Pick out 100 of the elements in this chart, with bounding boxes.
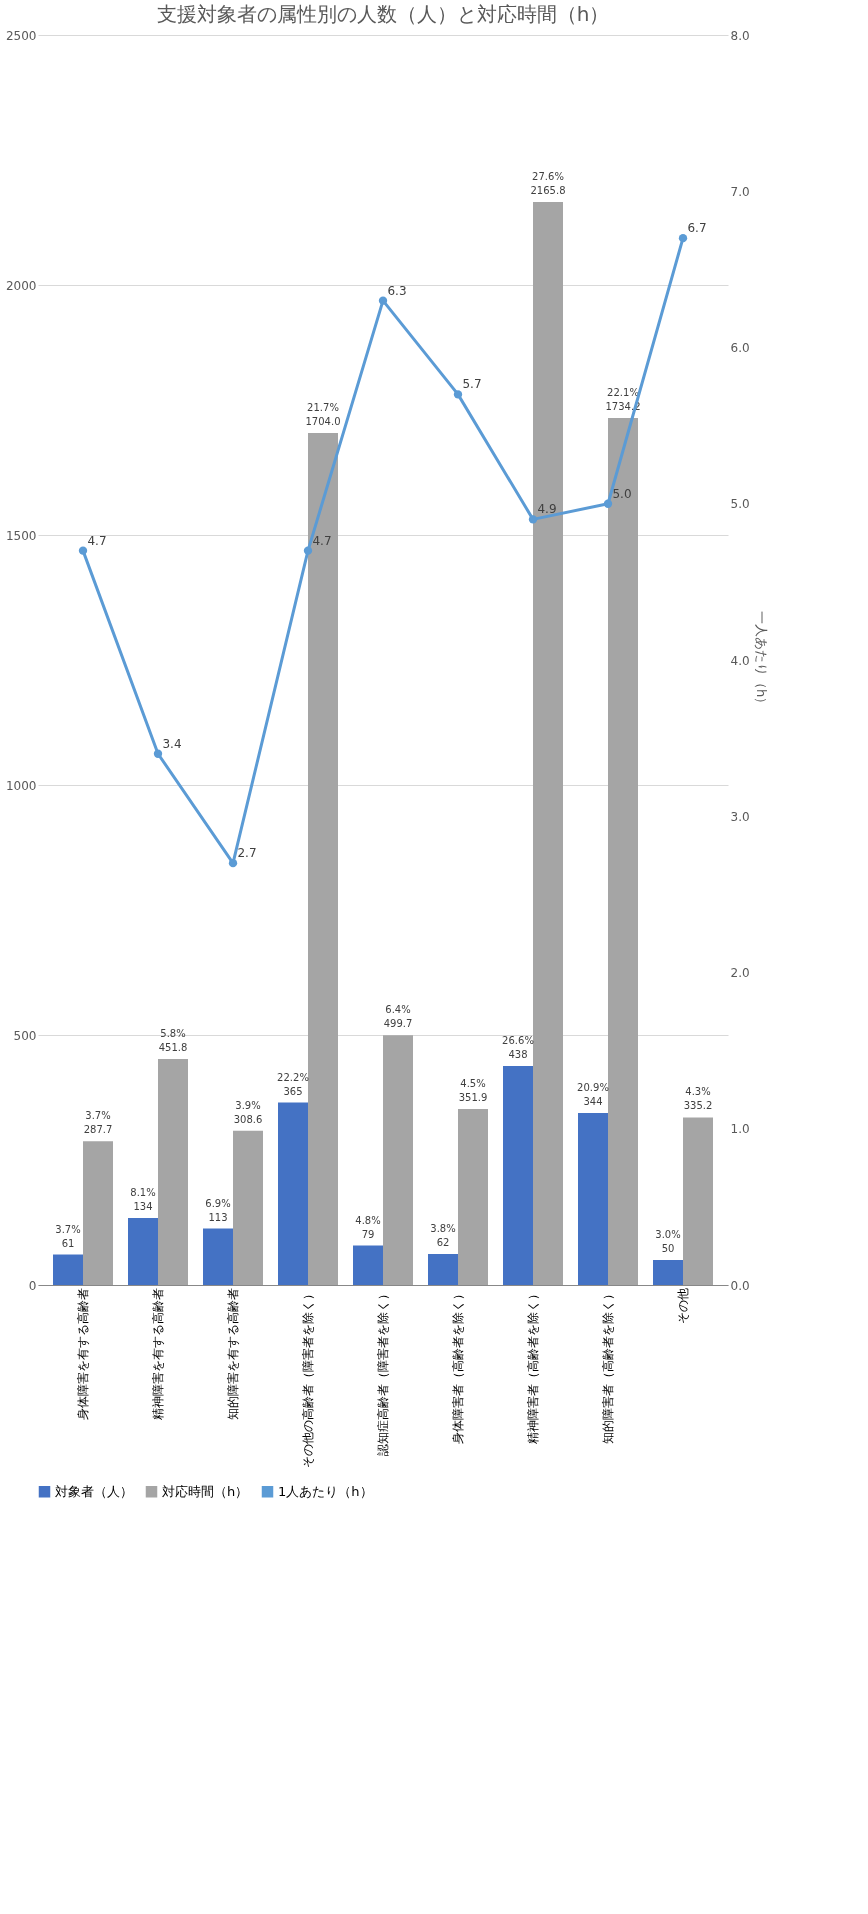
data-label: 50 xyxy=(661,1243,675,1254)
data-label: 2165.8 xyxy=(530,185,566,197)
bar xyxy=(608,417,638,1285)
annotation: 22.1% xyxy=(607,386,639,398)
data-label: 3.4 xyxy=(162,736,182,751)
x-tick-label: 精神障害を有する高齢者 xyxy=(151,1287,165,1420)
x-tick-label: 知的障害者（高齢者を除く） xyxy=(601,1287,615,1444)
data-label: 351.9 xyxy=(458,1092,488,1104)
data-label: 5.7 xyxy=(462,377,482,392)
y2-tick-label: 7.0 xyxy=(730,184,750,199)
y2-tick-label: 3.0 xyxy=(730,809,750,824)
bar xyxy=(83,1141,113,1285)
data-label: 1704.0 xyxy=(305,416,341,427)
annotation: 4.5% xyxy=(460,1078,486,1090)
y-tick-label: 2000 xyxy=(5,278,37,293)
x-tick-label: その他 xyxy=(676,1287,690,1324)
y2-axis-title: 一人あたり（h） xyxy=(753,610,769,711)
bar xyxy=(158,1059,188,1285)
bar xyxy=(203,1228,233,1285)
y2-tick-label: 5.0 xyxy=(730,497,750,512)
bar xyxy=(533,202,563,1285)
bar xyxy=(53,1254,83,1285)
x-tick-label: 身体障害者（高齢者を除く） xyxy=(451,1287,465,1444)
annotation: 6.9% xyxy=(205,1197,231,1209)
y-tick-label: 500 xyxy=(13,1028,37,1043)
annotation: 4.8% xyxy=(355,1214,381,1226)
data-label: 287.7 xyxy=(83,1124,113,1136)
data-label: 113 xyxy=(208,1211,228,1223)
bar xyxy=(578,1113,608,1285)
annotation: 26.6% xyxy=(502,1035,534,1046)
annotation: 21.7% xyxy=(307,402,339,413)
y2-tick-label: 1.0 xyxy=(730,1122,750,1137)
bar xyxy=(428,1254,458,1285)
annotation: 3.7% xyxy=(55,1223,81,1235)
x-tick-label: 身体障害を有する高齢者 xyxy=(76,1287,90,1420)
y-tick-label: 0 xyxy=(28,1278,37,1293)
y2-tick-label: 0.0 xyxy=(730,1278,750,1293)
annotation: 4.3% xyxy=(685,1086,711,1098)
point xyxy=(153,749,163,758)
legend-label: 対象者（人） xyxy=(55,1483,133,1499)
y-tick-label: 1500 xyxy=(5,528,37,543)
legend-label: 対応時間（h） xyxy=(162,1483,249,1499)
chart-title: 支援対象者の属性別の人数（人）と対応時間（h） xyxy=(156,2,610,26)
annotation: 27.6% xyxy=(532,171,564,183)
point xyxy=(678,233,688,243)
x-tick-label: 認知症高齢者（障害者を除く） xyxy=(376,1287,390,1456)
bar xyxy=(653,1260,683,1285)
point xyxy=(378,296,388,305)
data-label: 308.6 xyxy=(233,1113,263,1125)
bar xyxy=(308,433,338,1285)
data-label: 4.7 xyxy=(312,533,332,548)
x-tick-label: その他の高齢者（障害者を除く） xyxy=(301,1287,315,1468)
legend-label: 1人あたり（h） xyxy=(278,1483,373,1499)
data-label: 62 xyxy=(436,1237,450,1248)
annotation: 8.1% xyxy=(130,1187,156,1198)
bar xyxy=(233,1130,263,1285)
bar xyxy=(278,1102,308,1285)
point xyxy=(78,546,88,555)
data-label: 344 xyxy=(583,1096,603,1107)
annotation: 20.9% xyxy=(577,1082,609,1093)
x-tick-label: 精神障害者（高齢者を除く） xyxy=(526,1287,540,1444)
data-label: 499.7 xyxy=(383,1018,413,1030)
y2-tick-label: 8.0 xyxy=(730,28,750,43)
bar xyxy=(683,1117,713,1285)
annotation: 22.2% xyxy=(277,1071,309,1083)
data-label: 5.0 xyxy=(612,486,632,501)
annotation: 3.9% xyxy=(235,1099,261,1111)
bar xyxy=(383,1035,413,1285)
y-tick-label: 1000 xyxy=(5,778,37,793)
annotation: 3.0% xyxy=(655,1229,681,1240)
annotation: 5.8% xyxy=(160,1028,186,1040)
bar xyxy=(353,1245,383,1285)
x-tick-label: 知的障害を有する高齢者 xyxy=(226,1287,240,1420)
data-label: 61 xyxy=(61,1237,75,1249)
data-label: 335.2 xyxy=(683,1100,713,1112)
point xyxy=(528,515,538,524)
point xyxy=(303,546,313,555)
data-label: 6.3 xyxy=(387,283,407,298)
data-label: 134 xyxy=(133,1201,153,1212)
data-label: 365 xyxy=(283,1085,303,1097)
bar xyxy=(128,1218,158,1285)
annotation: 3.7% xyxy=(85,1110,111,1122)
point xyxy=(603,499,613,508)
bar xyxy=(503,1066,533,1285)
data-label: 438 xyxy=(508,1049,528,1060)
annotation: 3.8% xyxy=(430,1223,456,1234)
data-label: 6.7 xyxy=(687,221,707,236)
data-label: 4.9 xyxy=(537,502,557,517)
point xyxy=(228,858,238,868)
y2-tick-label: 4.0 xyxy=(730,653,750,668)
data-label: 451.8 xyxy=(158,1042,188,1054)
y2-tick-label: 6.0 xyxy=(730,341,750,355)
point xyxy=(453,390,463,399)
annotation: 6.4% xyxy=(385,1004,411,1016)
bar xyxy=(458,1109,488,1285)
data-label: 4.7 xyxy=(87,533,107,548)
y-tick-label: 2500 xyxy=(5,28,37,43)
data-label: 79 xyxy=(361,1228,375,1240)
data-label: 2.7 xyxy=(237,846,257,861)
y2-tick-label: 2.0 xyxy=(730,966,750,980)
